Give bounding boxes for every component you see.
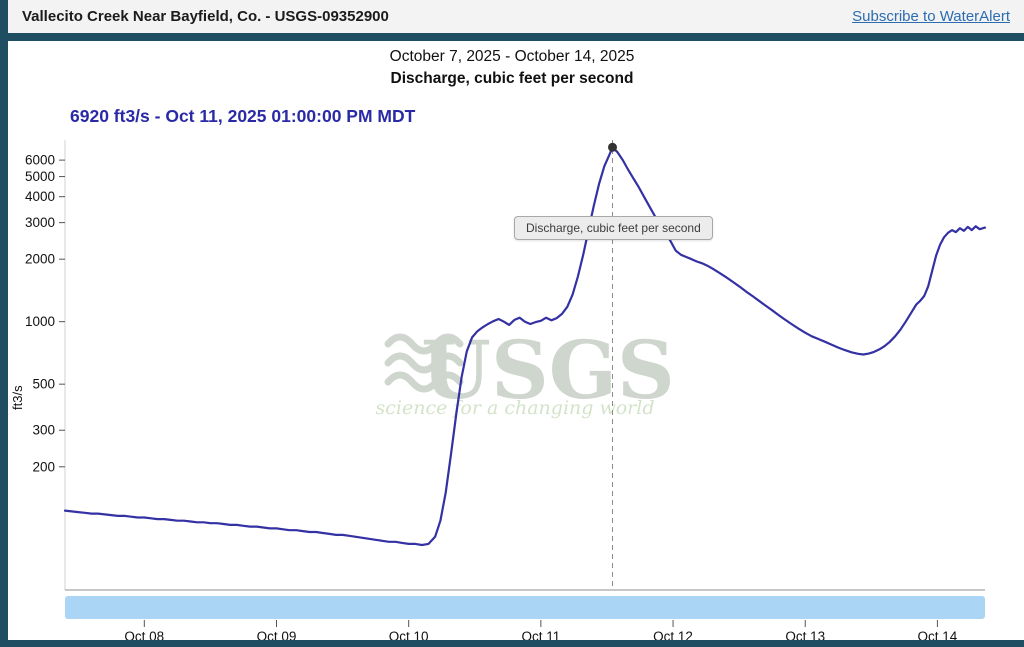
y-axis-label: ft3/s: [10, 385, 25, 410]
y-tick-label: 300: [32, 423, 55, 438]
station-title: Vallecito Creek Near Bayfield, Co. - USG…: [22, 8, 389, 25]
parameter-title: Discharge, cubic feet per second: [390, 70, 634, 87]
y-tick-label: 3000: [25, 215, 55, 230]
bottom-border: [0, 640, 1024, 647]
current-value-label: 6920 ft3/s - Oct 11, 2025 01:00:00 PM MD…: [70, 106, 416, 126]
svg-text:science for a changing world: science for a changing world: [376, 397, 655, 419]
header-bar: Vallecito Creek Near Bayfield, Co. - USG…: [8, 0, 1024, 33]
discharge-line: [63, 146, 987, 547]
y-tick-label: 1000: [25, 314, 55, 329]
date-range-title: October 7, 2025 - October 14, 2025: [389, 48, 635, 65]
left-border: [0, 0, 8, 647]
y-tick-label: 5000: [25, 169, 55, 184]
hover-tooltip: Discharge, cubic feet per second: [514, 216, 713, 240]
header-divider: [0, 33, 1024, 41]
peak-marker: [608, 142, 618, 152]
tooltip-text: Discharge, cubic feet per second: [526, 221, 701, 235]
y-tick-label: 2000: [25, 252, 55, 267]
y-tick-label: 4000: [25, 189, 55, 204]
y-tick-label: 200: [32, 459, 55, 474]
wateralert-link[interactable]: Subscribe to WaterAlert: [852, 8, 1010, 25]
y-tick-label: 500: [32, 377, 55, 392]
time-range-scrollbar[interactable]: [65, 596, 985, 619]
y-tick-label: 6000: [25, 153, 55, 168]
